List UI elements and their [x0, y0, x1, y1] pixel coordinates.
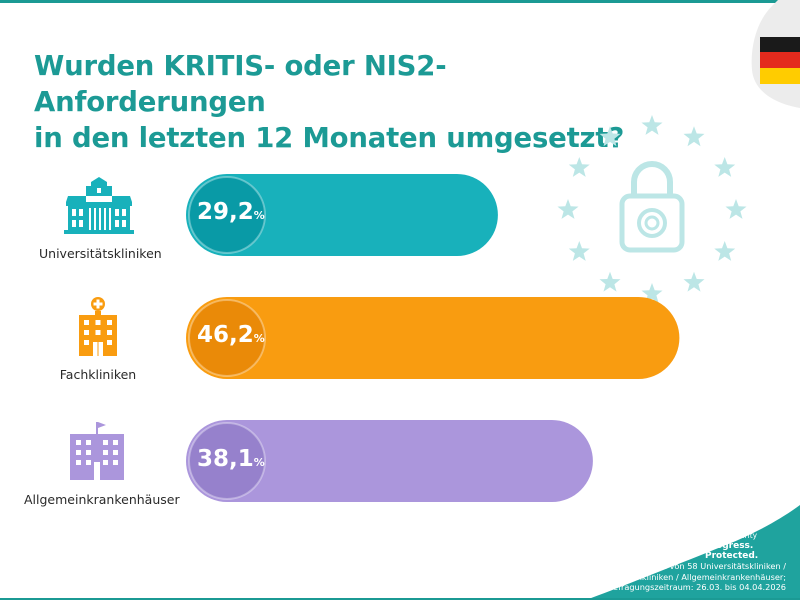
footer-band [586, 505, 800, 600]
chart-title-line-1: Wurden KRITIS- oder NIS2-Anforderungen [34, 50, 447, 118]
eu-star [683, 126, 705, 147]
eset-logo: eset [652, 531, 700, 551]
bar-value-1: 29,2 [197, 199, 254, 225]
bar-unit-2: % [253, 332, 265, 345]
footnote-line-3: Befragungszeitraum: 26.03. bis 04.04.202… [607, 582, 786, 593]
footnote-line-2: Fachkliniken / Allgemeinkrankenhäuser; [623, 571, 786, 582]
bar-value-3: 38,1 [197, 446, 254, 472]
brand-tagline-1: Cybersecurity [705, 531, 758, 540]
top-rule [0, 0, 800, 3]
chart-title: Wurden KRITIS- oder NIS2-Anforderungen i… [34, 48, 674, 156]
eu-star [641, 283, 663, 303]
padlock-icon [619, 161, 685, 253]
hospital-building-icon [79, 297, 117, 356]
university-building-icon [64, 177, 134, 234]
bar-value-label-1: 29,2% [197, 199, 265, 225]
bar-value-2: 46,2 [197, 322, 254, 348]
eu-stars-padlock-icon [557, 115, 747, 303]
eu-star [714, 157, 736, 177]
eu-star [568, 157, 590, 177]
office-building-flag-icon [70, 422, 124, 480]
eu-star [683, 271, 705, 292]
category-label-2: Fachkliniken [59, 367, 137, 382]
category-label-3: Allgemeinkrankenhäuser [24, 492, 180, 507]
bar-unit-1: % [253, 209, 265, 222]
eu-star [599, 126, 621, 147]
category-label-1: Universitätskliniken [39, 246, 162, 261]
eu-star [599, 271, 621, 292]
chart-title-line-2: in den letzten 12 Monaten umgesetzt? [34, 122, 625, 154]
eu-star [725, 199, 747, 219]
footnote-line-1: Antworten von 58 Universitätskliniken / [624, 561, 786, 571]
eu-star [568, 241, 590, 261]
eu-star [714, 241, 736, 261]
bar-unit-3: % [253, 456, 265, 469]
survey-footnote: Antworten von 58 Universitätskliniken / … [586, 561, 786, 593]
brand-tagline-2: Progress. Protected. [705, 541, 759, 561]
bar-value-label-3: 38,1% [197, 446, 265, 472]
bottom-rule [0, 598, 800, 600]
bar-value-label-2: 46,2% [197, 322, 265, 348]
eu-star [641, 115, 663, 135]
germany-flag-icon [751, 0, 800, 108]
eu-star [557, 199, 579, 219]
